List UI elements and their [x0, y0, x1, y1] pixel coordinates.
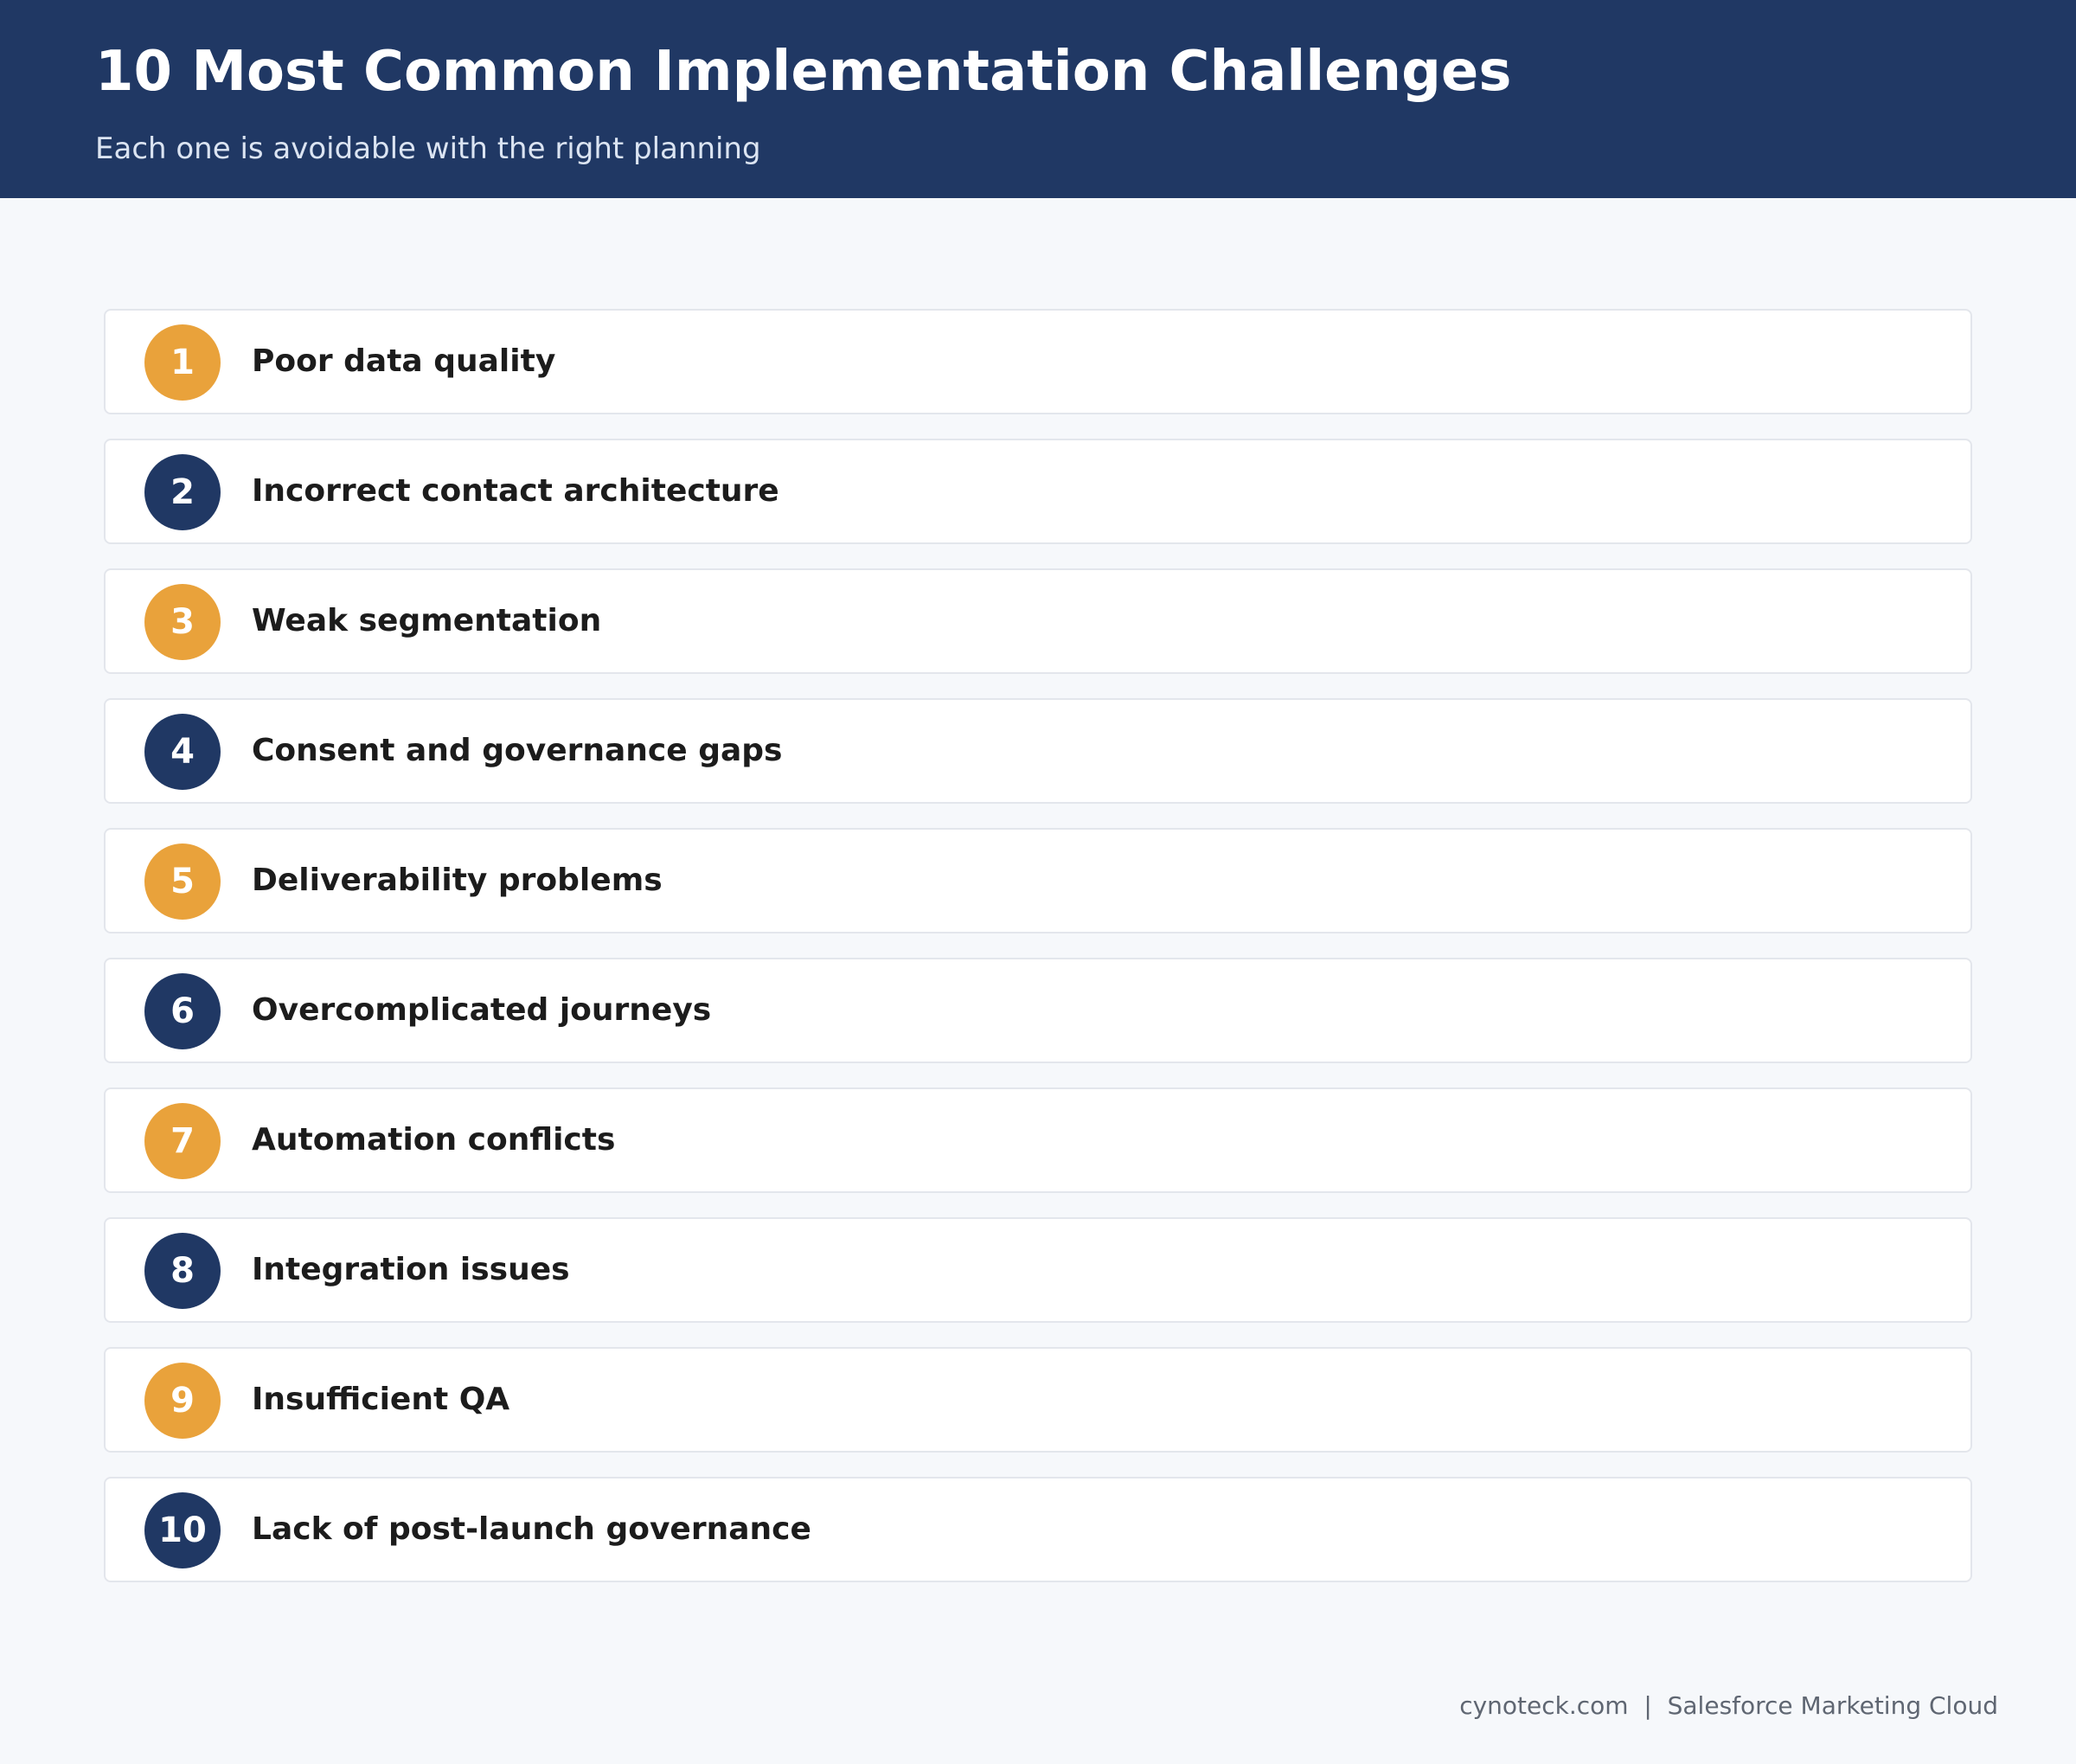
challenge-label: Deliverability problems: [252, 863, 663, 898]
challenge-label: Lack of post-launch governance: [252, 1511, 811, 1547]
page-title: 10 Most Common Implementation Challenges: [95, 40, 1512, 104]
challenge-number-badge: 4: [144, 714, 221, 790]
challenge-label: Insufficient QA: [252, 1382, 510, 1417]
challenge-card-7: 7 Automation conflicts: [104, 1087, 1972, 1193]
page-subtitle: Each one is avoidable with the right pla…: [95, 131, 761, 166]
challenge-number-badge: 3: [144, 584, 221, 660]
challenge-card-9: 9 Insufficient QA: [104, 1347, 1972, 1453]
challenge-number-badge: 8: [144, 1233, 221, 1309]
challenge-label: Poor data quality: [252, 343, 556, 379]
challenge-card-8: 8 Integration issues: [104, 1217, 1972, 1323]
challenge-number-badge: 2: [144, 454, 221, 530]
challenge-card-2: 2 Incorrect contact architecture: [104, 439, 1972, 544]
challenge-card-10: 10 Lack of post-launch governance: [104, 1477, 1972, 1582]
footer-separator: |: [1644, 1691, 1652, 1720]
challenge-label: Overcomplicated journeys: [252, 992, 712, 1028]
challenge-list: 1 Poor data quality 2 Incorrect contact …: [104, 309, 1972, 1607]
footer-product: Salesforce Marketing Cloud: [1667, 1691, 1998, 1720]
challenge-label: Automation conflicts: [252, 1122, 616, 1158]
challenge-card-3: 3 Weak segmentation: [104, 568, 1972, 674]
challenge-label: Integration issues: [252, 1252, 570, 1287]
challenge-number-badge: 7: [144, 1103, 221, 1179]
challenge-number-badge: 1: [144, 324, 221, 401]
challenge-card-6: 6 Overcomplicated journeys: [104, 958, 1972, 1063]
challenge-number-badge: 10: [144, 1492, 221, 1568]
challenge-card-1: 1 Poor data quality: [104, 309, 1972, 414]
challenge-card-4: 4 Consent and governance gaps: [104, 698, 1972, 804]
challenge-label: Weak segmentation: [252, 603, 602, 638]
challenge-label: Consent and governance gaps: [252, 733, 783, 768]
challenge-number-badge: 5: [144, 844, 221, 920]
challenge-number-badge: 6: [144, 973, 221, 1049]
footer-site: cynoteck.com: [1459, 1691, 1629, 1720]
challenge-label: Incorrect contact architecture: [252, 473, 779, 509]
footer-attribution: cynoteck.com | Salesforce Marketing Clou…: [1459, 1689, 1998, 1723]
challenge-card-5: 5 Deliverability problems: [104, 828, 1972, 933]
challenge-number-badge: 9: [144, 1363, 221, 1439]
page-header: 10 Most Common Implementation Challenges…: [0, 0, 2076, 198]
